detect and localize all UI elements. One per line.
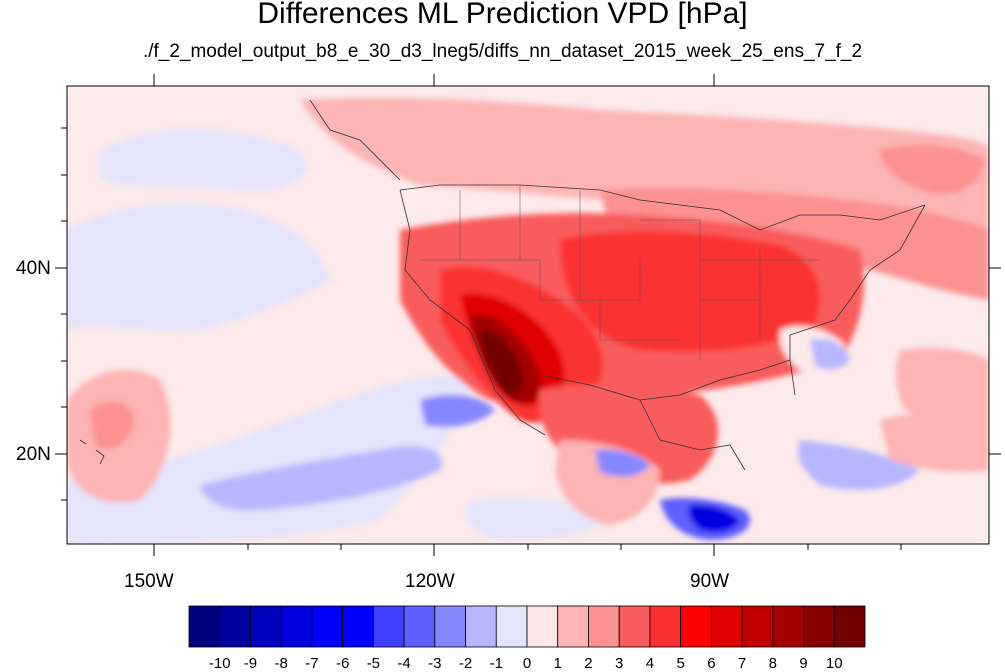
colorbar-swatch: [403, 605, 436, 648]
colorbar-swatch: [219, 605, 251, 648]
colorbar-swatch: [833, 605, 866, 648]
x-tick-label-90w: 90W: [690, 571, 730, 592]
colorbar-swatch: [803, 605, 835, 648]
colorbar-swatch: [741, 605, 774, 648]
colorbar-label: 7: [737, 655, 747, 672]
colorbar-label: -5: [366, 655, 381, 672]
colorbar-swatch: [557, 605, 589, 648]
axis-ticks: [55, 74, 1001, 556]
colorbar-label: 5: [676, 655, 685, 672]
colorbar-label: -7: [305, 655, 319, 672]
colorbar-swatch: [372, 605, 405, 648]
colorbar-swatch: [434, 605, 466, 648]
colorbar-label: -6: [335, 655, 350, 672]
x-tick-label-150w: 150W: [124, 571, 174, 592]
colorbar-label: -8: [274, 655, 288, 672]
colorbar-swatch: [342, 605, 374, 648]
colorbar-swatch: [311, 605, 344, 648]
colorbar-label: 9: [799, 655, 808, 672]
colorbar-label: -1: [489, 655, 503, 672]
colorbar-swatch: [465, 605, 497, 648]
difference-field: [67, 98, 989, 544]
y-tick-label-40n: 40N: [16, 258, 51, 279]
plot-title: Differences ML Prediction VPD [hPa]: [257, 0, 748, 30]
colorbar-label: 0: [522, 655, 532, 672]
colorbar-swatch: [772, 605, 804, 648]
colorbar-swatch: [649, 605, 682, 648]
colorbar-swatch: [680, 605, 712, 648]
colorbar-swatch: [495, 605, 528, 648]
colorbar-swatch: [618, 605, 651, 648]
colorbar-swatch: [710, 605, 743, 648]
colorbar-label: -3: [428, 655, 442, 672]
colorbar-label: -2: [458, 655, 473, 672]
x-tick-label-120w: 120W: [405, 571, 455, 592]
colorbar-swatch: [280, 605, 313, 648]
colorbar-label: -9: [243, 655, 258, 672]
colorbar-swatch: [526, 605, 559, 648]
colorbar-label: 2: [584, 655, 593, 672]
colorbar-label: 1: [553, 655, 562, 672]
state-borders: [420, 185, 820, 360]
colorbar-label: -10: [208, 655, 231, 672]
colorbar-swatch: [250, 605, 282, 648]
colorbar-swatch: [588, 605, 620, 648]
colorbar-label: 10: [825, 655, 843, 672]
colorbar-label: 4: [645, 655, 655, 672]
colorbar-label: -4: [397, 655, 411, 672]
coastlines: [79, 99, 926, 471]
colorbar-label: 8: [768, 655, 777, 672]
colorbar-label: 6: [707, 655, 716, 672]
map-area: [67, 86, 989, 544]
colorbar-label: 3: [615, 655, 624, 672]
plot-subtitle: ./f_2_model_output_b8_e_30_d3_lneg5/diff…: [142, 41, 863, 62]
colorbar: [188, 605, 866, 648]
colorbar-swatch: [188, 605, 221, 648]
y-tick-label-20n: 20N: [16, 444, 51, 465]
